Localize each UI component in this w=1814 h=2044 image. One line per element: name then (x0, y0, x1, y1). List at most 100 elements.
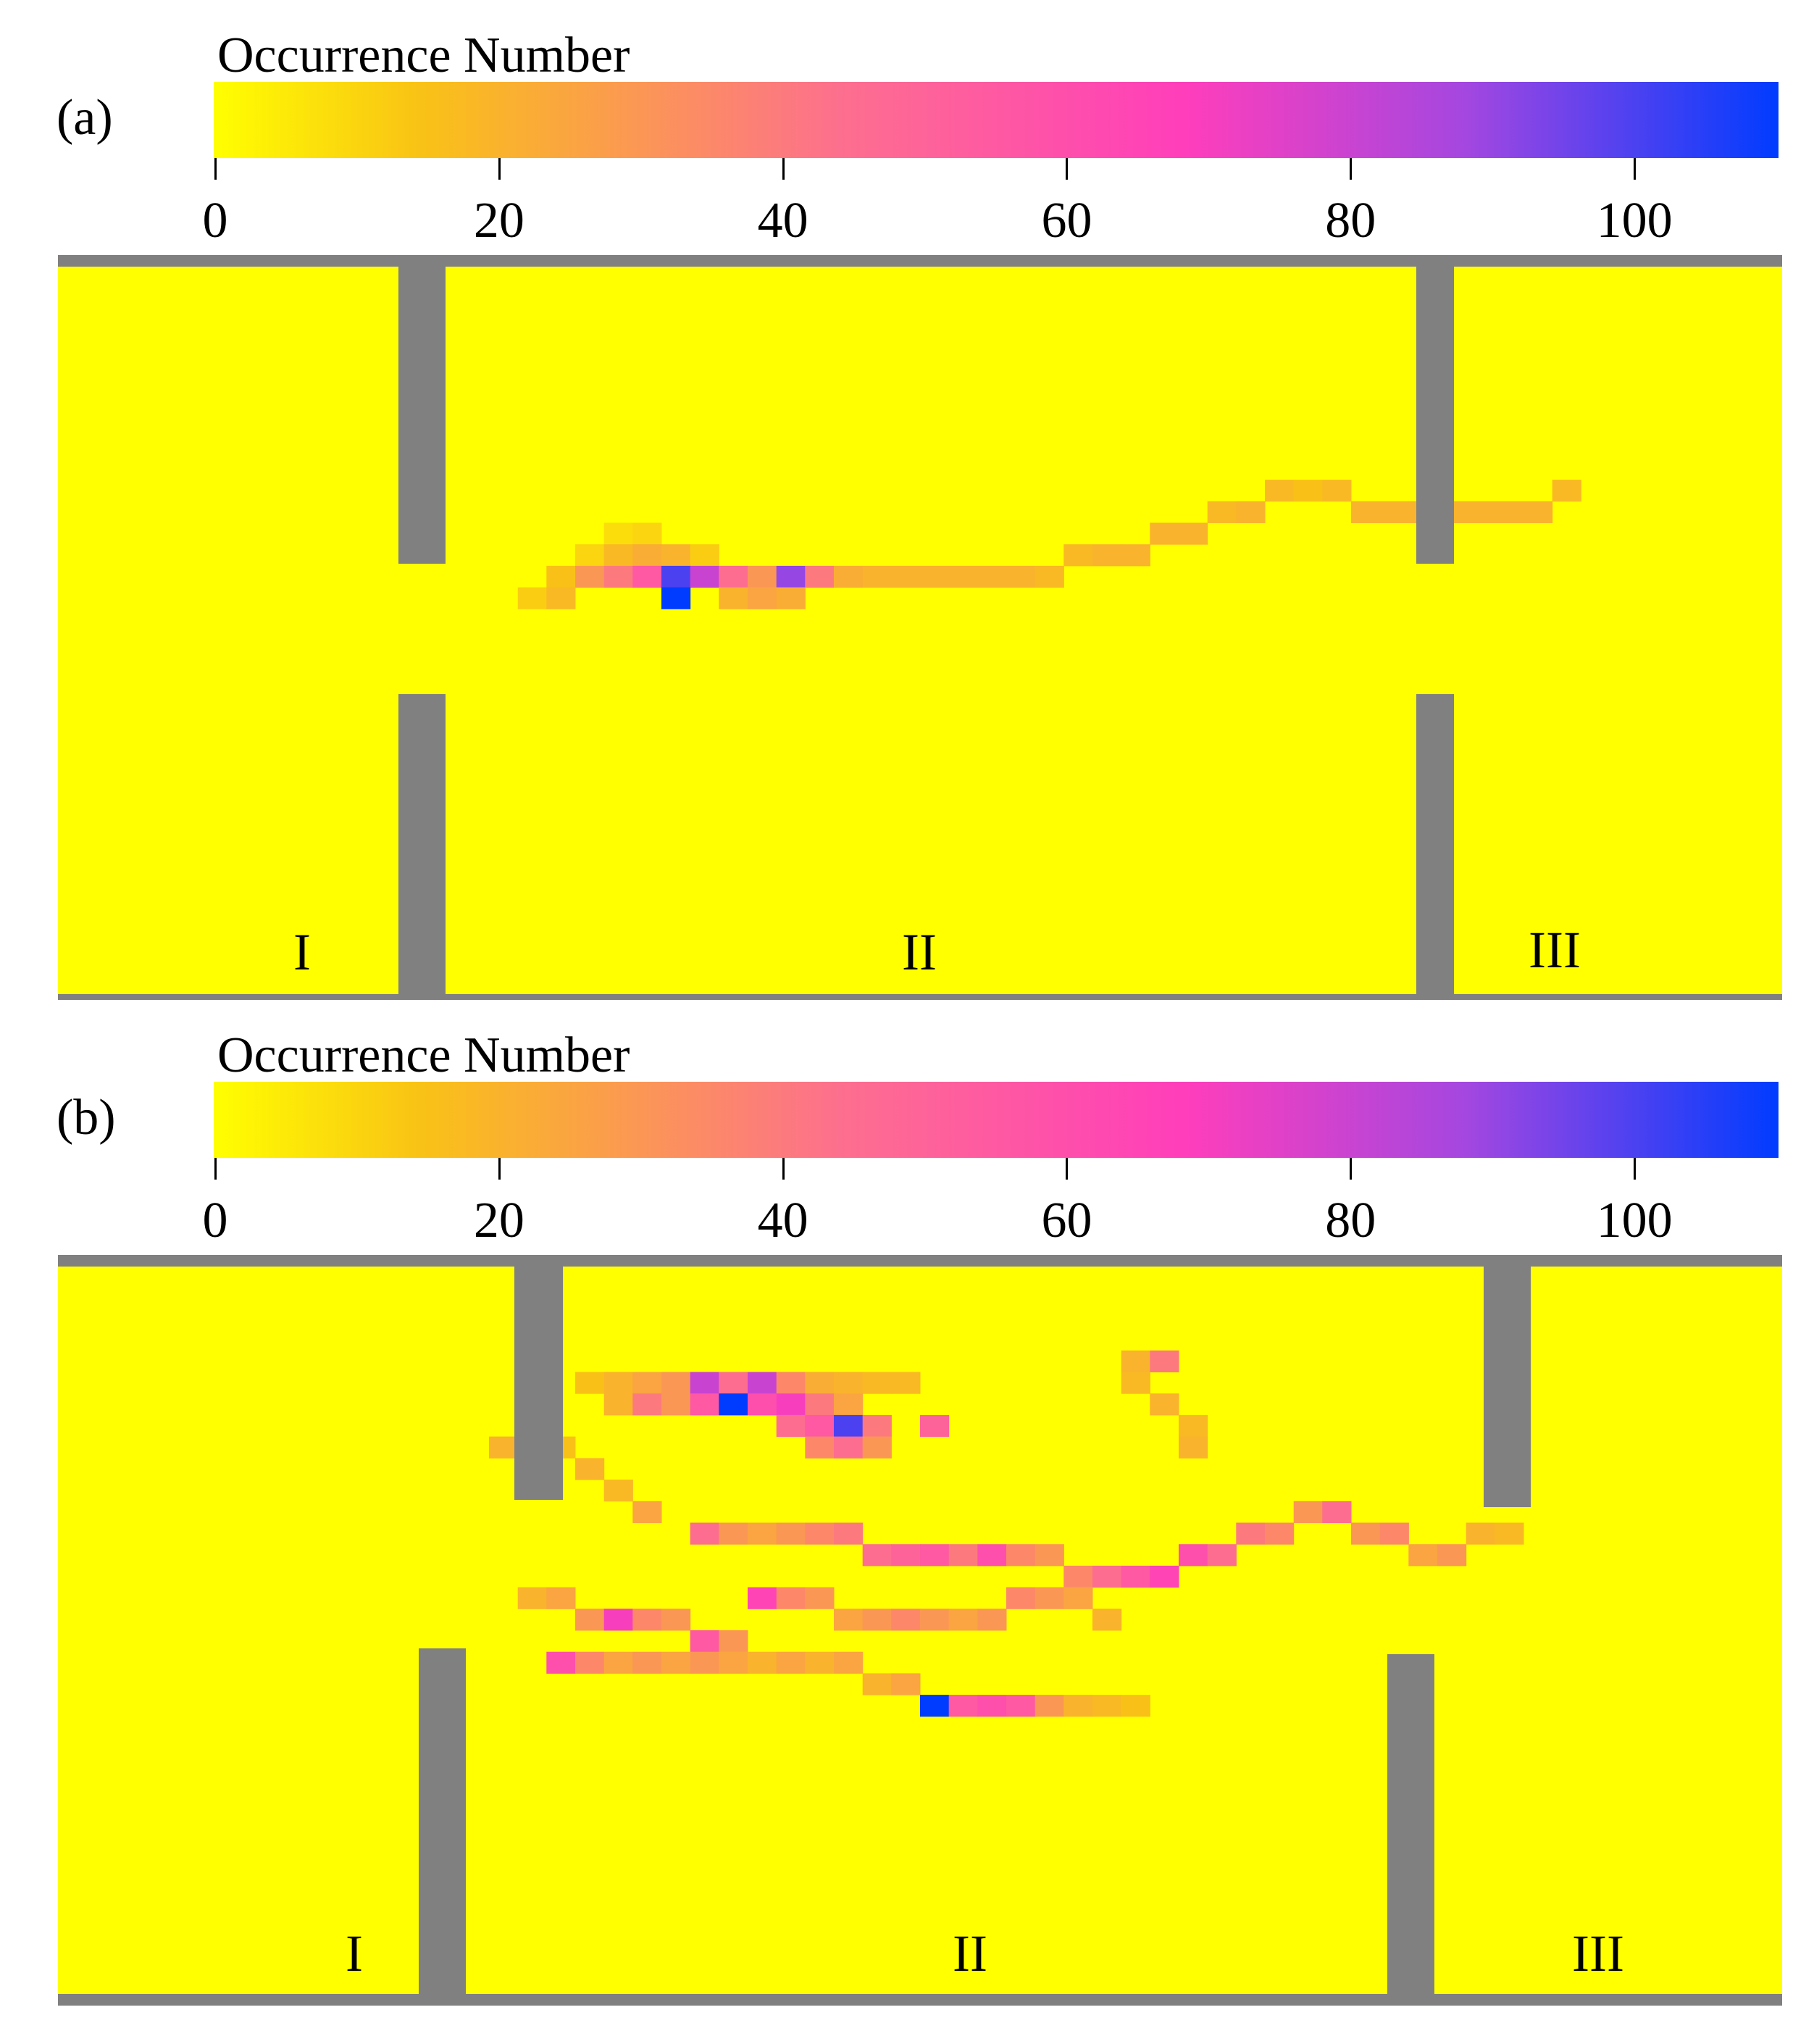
panel-b: (b) Occurrence Number 0 20 40 60 80 100 I II … (0, 1000, 1814, 2006)
heatmap-cell (977, 1695, 1007, 1717)
heatmap-cell (1150, 1565, 1179, 1588)
room-label-i: I (346, 1924, 363, 1982)
heatmap-floorplan: I II III (58, 1255, 1782, 2006)
heatmap-cell (489, 1436, 519, 1459)
colorbar-tick-label: 40 (757, 193, 808, 249)
heatmap-cell (661, 1372, 691, 1394)
heatmap-cell (1322, 1501, 1352, 1523)
heatmap-cell (603, 1372, 633, 1394)
colorbar-tick (1066, 158, 1069, 180)
heatmap-cell (1092, 1565, 1122, 1588)
colorbar-tick (1066, 1158, 1069, 1180)
heatmap-cell (661, 565, 691, 588)
heatmap-cell (1523, 501, 1553, 523)
heatmap-cell (1495, 501, 1524, 523)
heatmap-cell (575, 1458, 605, 1480)
heatmap-cell (1063, 1587, 1093, 1609)
heatmap-cell (719, 1393, 748, 1416)
colorbar-tick (498, 1158, 501, 1180)
heatmap-cell (948, 1544, 978, 1567)
colorbar-tick (214, 1158, 217, 1180)
heatmap-cell (719, 1372, 748, 1394)
heatmap-cell (661, 587, 691, 609)
heatmap-cell (748, 587, 777, 609)
heatmap-cell (517, 1587, 547, 1609)
heatmap-cell (748, 1393, 777, 1416)
colorbar-tick-label: 80 (1325, 193, 1376, 249)
colorbar-tick (498, 158, 501, 180)
heatmap-cell (632, 565, 662, 588)
heatmap-cell (1179, 522, 1208, 545)
heatmap-cell (1035, 1695, 1064, 1717)
room-label-i: I (293, 923, 311, 981)
heatmap-cell (603, 565, 633, 588)
heatmap-floorplan: I II III (58, 255, 1782, 1000)
heatmap-cell (546, 565, 576, 588)
heatmap-cell (719, 587, 748, 609)
partition-right-upper (1484, 1261, 1531, 1507)
heatmap-cell (920, 565, 950, 588)
heatmap-cell (776, 1393, 806, 1416)
heatmap-cell (1322, 480, 1352, 502)
heatmap-cell (1063, 1695, 1093, 1717)
heatmap-cell (862, 1673, 892, 1695)
heatmap-cell (575, 565, 605, 588)
heatmap-cell (690, 1393, 719, 1416)
heatmap-cell (1351, 1522, 1381, 1545)
heatmap-cell (603, 1609, 633, 1631)
panel-label: (b) (57, 1090, 116, 1146)
heatmap-cell (834, 1414, 864, 1438)
heatmap-cell (719, 1522, 748, 1545)
partition-right-lower (1416, 694, 1454, 1000)
heatmap-cell (575, 1609, 605, 1631)
colorbar-tick (1634, 158, 1637, 180)
heatmap-cell (690, 544, 719, 567)
heatmap-cell (834, 565, 864, 588)
heatmap-cell (1552, 480, 1581, 502)
heatmap-cell (920, 1609, 950, 1631)
heatmap-cell (1150, 1350, 1179, 1372)
colorbar-tick (214, 158, 217, 180)
heatmap-cell (1437, 1544, 1467, 1567)
heatmap-cell (690, 1372, 719, 1394)
heatmap-cell (1179, 1544, 1208, 1567)
heatmap-cell (661, 544, 691, 567)
heatmap-cell (862, 1414, 892, 1438)
heatmap-cell (748, 1651, 777, 1674)
heatmap-cell (1236, 1522, 1266, 1545)
heatmap-cell (632, 544, 662, 567)
colorbar (214, 82, 1779, 158)
heatmap-cell (1063, 544, 1093, 567)
heatmap-cell (1466, 501, 1495, 523)
heatmap-cell (690, 1630, 719, 1653)
room-label-ii: II (902, 923, 937, 981)
heatmap-cell (948, 1609, 978, 1631)
heatmap-cell (805, 1436, 835, 1459)
heatmap-cell (1006, 1695, 1036, 1717)
colorbar-tick (1350, 1158, 1353, 1180)
heatmap-cell (834, 1522, 864, 1545)
colorbar-tick-label: 100 (1596, 1193, 1673, 1248)
heatmap-cell (719, 1630, 748, 1653)
heatmap-cell (834, 1372, 864, 1394)
heatmap-cell (748, 1522, 777, 1545)
partition-right-lower (1387, 1654, 1434, 2002)
heatmap-cell (1207, 1544, 1237, 1567)
heatmap-cell (546, 1651, 576, 1674)
heatmap-area (58, 264, 1782, 996)
heatmap-cell (1236, 501, 1266, 523)
heatmap-cell (805, 565, 835, 588)
heatmap-cell (603, 544, 633, 567)
heatmap-cell (603, 1651, 633, 1674)
heatmap-cell (920, 1414, 950, 1438)
heatmap-cells (489, 1350, 1524, 1717)
heatmap-cell (1379, 1522, 1409, 1545)
room-label-ii: II (953, 1924, 987, 1982)
heatmap-cell (661, 1651, 691, 1674)
heatmap-cell (805, 1651, 835, 1674)
heatmap-cell (1121, 1565, 1150, 1588)
heatmap-cell (719, 1651, 748, 1674)
heatmap-cell (575, 1651, 605, 1674)
heatmap-cell (805, 1414, 835, 1438)
panel-label: (a) (57, 90, 113, 146)
